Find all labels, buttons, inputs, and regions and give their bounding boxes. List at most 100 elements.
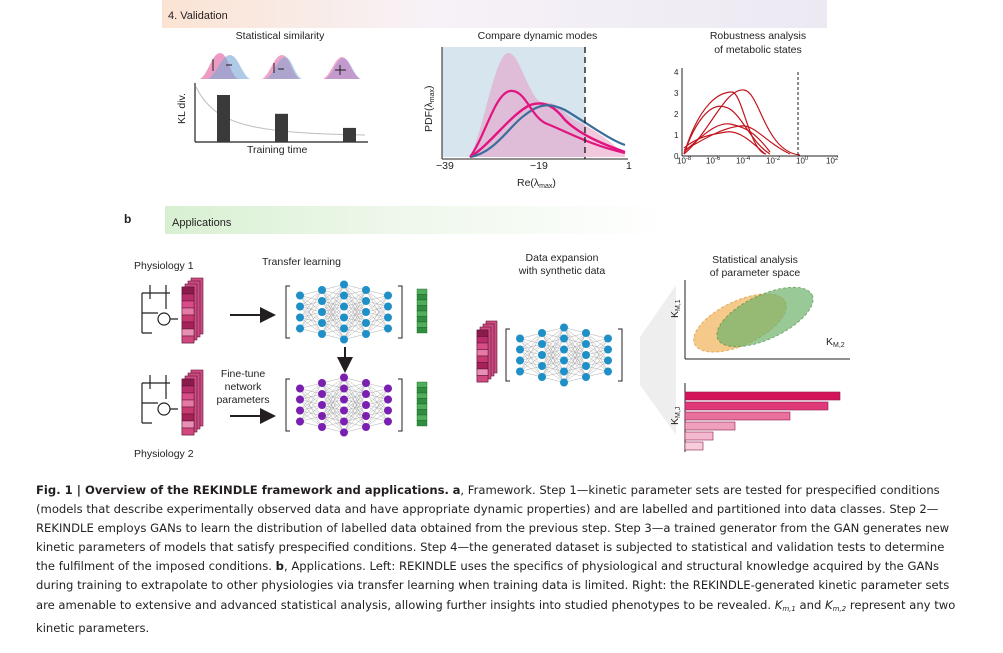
output-cell <box>416 403 428 410</box>
param-cell <box>476 342 489 350</box>
nn-node <box>516 367 524 376</box>
nn-edge <box>541 349 565 378</box>
nn-node <box>516 345 524 354</box>
nn-edge <box>321 284 345 335</box>
panel-b-letter: b <box>124 212 132 226</box>
pdf-reference-line <box>469 104 626 159</box>
nn-edge <box>299 289 323 329</box>
nn-node <box>384 406 392 415</box>
nn-edge <box>585 338 609 378</box>
nn-edge <box>321 399 345 428</box>
nn-node <box>340 417 348 426</box>
param-cell <box>181 427 195 436</box>
kl-bar <box>275 113 288 142</box>
param-cell <box>476 368 489 376</box>
nn-node <box>582 329 590 337</box>
nn-bracket-right <box>618 328 623 382</box>
nn-node <box>362 412 370 420</box>
robustness-xticks: 10-8 10-6 10-4 10-2 100 102 <box>677 156 839 166</box>
k-m1-label: KM,1 <box>669 299 682 318</box>
nn-edge <box>585 338 609 356</box>
nn-node <box>362 390 370 398</box>
nn-bracket-right <box>398 285 403 339</box>
output-cell <box>416 414 428 421</box>
nn-edge <box>343 289 367 329</box>
nn-node <box>340 302 348 311</box>
caption-b-text: , Applications. Left: REKINDLE uses the … <box>36 559 950 612</box>
nn-node <box>560 334 568 343</box>
validation-label: 4. Validation <box>168 10 228 22</box>
robustness-title-2: of metabolic states <box>714 44 802 56</box>
nn-edge <box>343 289 367 340</box>
output-cell <box>416 398 428 405</box>
k-mj-label: KM,J <box>669 406 682 425</box>
nn-edge <box>343 382 367 433</box>
tick-neg39: −39 <box>436 160 454 172</box>
nn-edge <box>343 382 367 400</box>
nn-edge <box>299 382 323 411</box>
param-cell <box>181 335 195 344</box>
caption-label: Fig. 1 | Overview of the REKINDLE framew… <box>36 483 449 497</box>
caption-and: and <box>795 597 826 612</box>
output-cell <box>416 321 428 328</box>
nn-node <box>318 401 326 409</box>
stat-similarity-chart <box>194 53 368 143</box>
output-cell <box>416 288 428 295</box>
nn-edge <box>563 332 587 383</box>
param-cell <box>476 375 489 383</box>
nn-edge <box>563 365 587 383</box>
nn-node <box>384 313 392 322</box>
nn-edge <box>365 295 389 324</box>
nn-bracket-right <box>398 378 403 432</box>
nn-node <box>538 351 546 359</box>
nn-edge <box>321 377 345 406</box>
nn-edge <box>365 295 389 313</box>
caption-k1: Km,1 <box>774 597 796 613</box>
stat-similarity-title: Statistical similarity <box>235 30 325 42</box>
nn-node <box>318 330 326 338</box>
distribution-green <box>716 286 814 348</box>
nn-edge <box>299 289 323 307</box>
nn-node <box>340 335 348 344</box>
nn-edge <box>343 289 367 318</box>
robustness-title-1: Robustness analysis <box>709 30 807 42</box>
nn-node <box>296 417 304 426</box>
param-cell <box>181 321 195 330</box>
data-expansion-line1: Data expansion <box>525 252 599 264</box>
nn-node <box>604 356 612 365</box>
nn-node <box>582 362 590 370</box>
kl-decay-curve <box>195 86 366 136</box>
pdf-lambda-label: PDF(λmax) <box>423 85 436 132</box>
nn-bracket-left <box>505 328 510 382</box>
output-cell <box>416 381 428 388</box>
stat-analysis-line2: of parameter space <box>709 267 801 279</box>
expansion-input-stack <box>476 320 498 383</box>
applications-band <box>165 206 665 234</box>
nn-node <box>362 297 370 305</box>
kl-bar <box>343 127 356 142</box>
nn-edge <box>343 382 367 422</box>
nn-edge <box>343 393 367 433</box>
nn-node <box>318 297 326 305</box>
nn-node <box>340 291 348 300</box>
nn-node <box>340 373 348 382</box>
nn-node <box>362 330 370 338</box>
nn-edge <box>365 388 389 406</box>
validation-band <box>162 0 827 28</box>
fine-tune-line1: Fine-tune <box>220 368 266 380</box>
param-cell <box>181 314 195 323</box>
tick-1: 1 <box>626 160 632 172</box>
kmj-bar <box>684 401 829 411</box>
param-stack-2 <box>181 369 204 436</box>
neural-net-top <box>285 280 403 344</box>
nn-edge <box>563 354 587 383</box>
param-cell <box>181 413 195 422</box>
nn-node <box>582 340 590 348</box>
ytick-2: 2 <box>674 110 679 119</box>
ytick-1: 1 <box>674 131 679 140</box>
nn-node <box>340 428 348 437</box>
caption-tail: represent any two kinetic parameters. <box>36 597 956 635</box>
nn-node <box>604 367 612 376</box>
nn-node <box>516 356 524 365</box>
nn-node <box>604 334 612 343</box>
